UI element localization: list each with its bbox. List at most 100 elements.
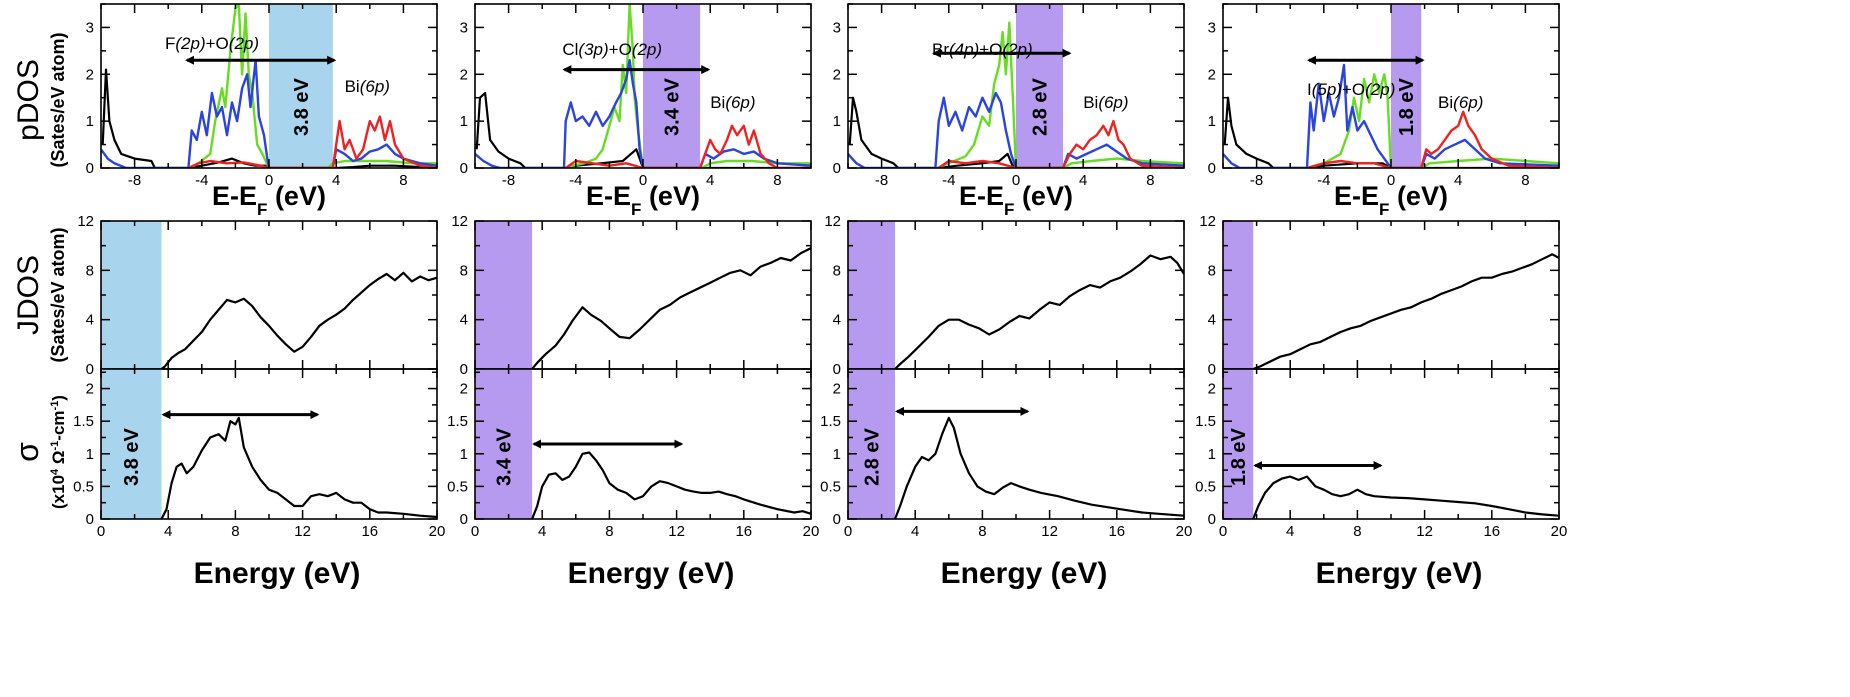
- y-tick-label: 1: [1208, 113, 1216, 130]
- orbital-label-part: (2p): [229, 34, 259, 53]
- x-tick-label: 20: [1176, 523, 1193, 540]
- vb-orbital-label: I(5p)+O(2p): [1307, 80, 1395, 99]
- band-gap-region: [1223, 369, 1254, 519]
- y-tick-label: 1.5: [820, 413, 841, 430]
- x-tick-label: 8: [1521, 172, 1529, 189]
- pdos-row-label: pDOS: [12, 59, 45, 141]
- y-tick-label: 8: [460, 262, 468, 279]
- x-tick-label: 12: [294, 523, 311, 540]
- pdos-x-axis-title: E-EF (eV): [959, 181, 1073, 219]
- band-gap-region: [269, 4, 333, 168]
- band-gap-region: [643, 4, 701, 168]
- band-gap-label: 1.8 eV: [1396, 78, 1418, 136]
- y-tick-label: 1: [460, 446, 468, 463]
- x-tick-label: 8: [978, 523, 986, 540]
- y-tick-label: 8: [833, 262, 841, 279]
- x-tick-label: 12: [668, 523, 685, 540]
- band-gap-label: 2.8 eV: [1030, 78, 1052, 136]
- orbital-label-part: (6p): [1453, 93, 1483, 112]
- y-tick-label: 1: [86, 446, 94, 463]
- x-tick-label: 0: [97, 523, 105, 540]
- x-tick-label: 8: [399, 172, 407, 189]
- orbital-label-part: (2p): [175, 34, 205, 53]
- y-tick-label: 0: [86, 160, 94, 177]
- series-black: [531, 247, 811, 369]
- series-red: [565, 124, 811, 168]
- y-tick-label: 0: [460, 361, 468, 378]
- x-tick-label: -4: [195, 172, 208, 189]
- x-tick-label: 0: [844, 523, 852, 540]
- x-tick-label: 12: [1416, 523, 1433, 540]
- y-tick-label: 0.5: [447, 478, 468, 495]
- y-tick-label: 1: [86, 113, 94, 130]
- x-tick-label: -4: [569, 172, 582, 189]
- orbital-label-part: (4p): [949, 40, 979, 59]
- y-tick-label: 8: [86, 262, 94, 279]
- series-green: [936, 21, 1184, 168]
- series-black: [1252, 475, 1559, 519]
- band-gap-region: [1391, 4, 1422, 168]
- series-blue: [1223, 63, 1559, 168]
- orbital-label-part: F: [165, 34, 175, 53]
- y-tick-label: 2: [460, 66, 468, 83]
- y-tick-label: 0: [460, 511, 468, 528]
- x-tick-label: 8: [1353, 523, 1361, 540]
- band-gap-label: 3.4 eV: [494, 427, 516, 485]
- cb-orbital-label: Bi(6p): [345, 77, 390, 96]
- series-green: [565, 4, 811, 168]
- orbital-label-part: Bi: [345, 77, 360, 96]
- y-tick-label: 0: [1208, 511, 1216, 528]
- y-tick-label: 2: [86, 66, 94, 83]
- orbital-label-part: +O: [1342, 80, 1365, 99]
- pdos-x-axis-title: E-EF (eV): [586, 181, 700, 219]
- band-gap-label: 3.8 eV: [121, 427, 143, 485]
- y-tick-label: 0.5: [820, 478, 841, 495]
- x-tick-label: -8: [128, 172, 141, 189]
- series-blue: [848, 91, 1184, 168]
- orbital-label-part: (6p): [725, 93, 755, 112]
- y-tick-label: 0.5: [73, 478, 94, 495]
- energy-x-axis-title: Energy (eV): [941, 557, 1108, 590]
- axes-frame: [1222, 220, 1560, 370]
- x-tick-label: 8: [231, 523, 239, 540]
- orbital-label-part: Cl: [562, 40, 578, 59]
- x-tick-label: 4: [1454, 172, 1462, 189]
- series-blue: [475, 59, 811, 168]
- x-tick-label: 16: [1483, 523, 1500, 540]
- panel-jdos-3: 0 4 8 12: [824, 213, 1185, 378]
- pdos-x-axis-title: E-EF (eV): [212, 181, 326, 219]
- y-tick-label: 1.5: [447, 413, 468, 430]
- band-gap-label: 2.8 eV: [862, 427, 884, 485]
- orbital-label-part: Br: [932, 40, 949, 59]
- series-black: [531, 451, 811, 519]
- orbital-label-part: +O: [206, 34, 229, 53]
- band-gap-region: [101, 221, 162, 369]
- x-tick-label: 0: [1387, 172, 1395, 189]
- y-tick-label: 12: [451, 213, 468, 230]
- x-tick-label: 20: [429, 523, 446, 540]
- band-gap-region: [848, 369, 896, 519]
- y-tick-label: 0: [833, 361, 841, 378]
- x-tick-label: 8: [1146, 172, 1154, 189]
- band-gap-region: [848, 221, 896, 369]
- energy-x-axis-title: Energy (eV): [1316, 557, 1483, 590]
- y-tick-label: 3: [460, 19, 468, 36]
- x-tick-label: 0: [1219, 523, 1227, 540]
- orbital-label-part: (3p): [578, 40, 608, 59]
- y-tick-label: 4: [1208, 312, 1216, 329]
- y-tick-label: 2: [1208, 66, 1216, 83]
- orbital-label-part: Bi: [1083, 93, 1098, 112]
- x-tick-label: 8: [605, 523, 613, 540]
- y-tick-label: 0: [86, 361, 94, 378]
- y-tick-label: 1: [833, 446, 841, 463]
- orbital-label-part: Bi: [710, 93, 725, 112]
- energy-x-axis-title: Energy (eV): [194, 557, 361, 590]
- orbital-label-part: (6p): [1098, 93, 1128, 112]
- y-tick-label: 1.5: [1195, 413, 1216, 430]
- jdos-row-label: JDOS: [12, 255, 45, 335]
- series-black: [894, 254, 1184, 369]
- y-tick-label: 2: [460, 381, 468, 398]
